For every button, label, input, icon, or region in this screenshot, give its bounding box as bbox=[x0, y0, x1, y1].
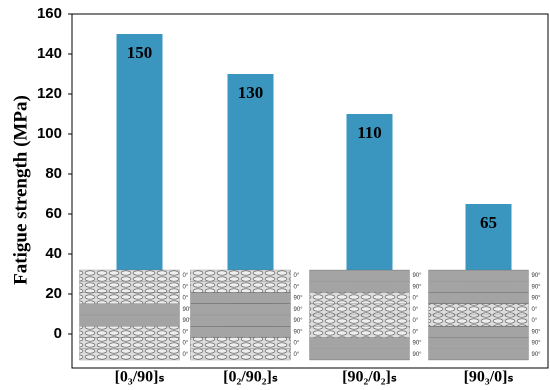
laminate-layer bbox=[190, 292, 291, 304]
layer-label: 0° bbox=[413, 307, 419, 313]
layer-label: 0° bbox=[413, 296, 419, 302]
layer-label: 90° bbox=[532, 329, 542, 335]
laminate-layer bbox=[428, 337, 529, 349]
layer-label: 90° bbox=[532, 284, 542, 290]
laminate-layer bbox=[309, 303, 410, 316]
layer-label: 0° bbox=[183, 329, 189, 335]
laminate-layer bbox=[428, 269, 529, 282]
laminate-layer bbox=[79, 269, 180, 282]
y-axis-label: Fatigue strength (MPa) bbox=[10, 95, 31, 285]
laminate-layer bbox=[190, 281, 291, 293]
layer-label: 0° bbox=[294, 273, 300, 279]
laminate-layer bbox=[79, 314, 180, 327]
plot-frame bbox=[71, 13, 549, 369]
x-tick-label: [0₃/90]ₛ bbox=[115, 369, 165, 386]
value-label: 130 bbox=[238, 83, 264, 102]
y-tick-label: 20 bbox=[45, 285, 62, 302]
laminate-layer bbox=[428, 303, 529, 316]
y-tick-label: 60 bbox=[45, 205, 62, 222]
layer-label: 0° bbox=[413, 318, 419, 324]
layer-label: 90° bbox=[413, 273, 423, 279]
laminate-layer bbox=[309, 348, 410, 361]
laminate-layer bbox=[309, 281, 410, 293]
layer-label: 90° bbox=[532, 341, 542, 347]
layer-label: 0° bbox=[294, 341, 300, 347]
laminate-layer bbox=[428, 326, 529, 338]
y-tick-label: 40 bbox=[45, 245, 62, 262]
laminate-layer bbox=[79, 337, 180, 349]
value-label: 110 bbox=[357, 123, 382, 142]
laminate-layer bbox=[428, 348, 529, 361]
layer-label: 0° bbox=[183, 352, 189, 358]
laminate-layer bbox=[428, 281, 529, 293]
layer-label: 90° bbox=[294, 307, 304, 313]
layer-label: 0° bbox=[532, 318, 538, 324]
laminate-layer bbox=[190, 303, 291, 316]
layer-label: 90° bbox=[294, 318, 304, 324]
layer-label: 0° bbox=[183, 341, 189, 347]
layer-label: 90° bbox=[294, 329, 304, 335]
laminate-layer bbox=[79, 303, 180, 316]
laminate-layer bbox=[79, 326, 180, 338]
laminate-layer bbox=[309, 326, 410, 338]
value-label: 150 bbox=[127, 43, 153, 62]
y-tick-label: 160 bbox=[37, 5, 62, 22]
layer-label: 0° bbox=[294, 352, 300, 358]
value-label: 65 bbox=[480, 213, 497, 232]
laminate-layer bbox=[190, 326, 291, 338]
layer-label: 90° bbox=[413, 284, 423, 290]
x-tick-label: [90₂/0₂]ₛ bbox=[342, 369, 397, 386]
layer-label: 90° bbox=[532, 296, 542, 302]
y-tick-label: 120 bbox=[37, 85, 62, 102]
laminate-layer bbox=[309, 314, 410, 327]
layer-label: 0° bbox=[183, 296, 189, 302]
laminate-layer bbox=[309, 292, 410, 304]
layer-label: 0° bbox=[413, 329, 419, 335]
layer-label: 90° bbox=[294, 296, 304, 302]
laminate-layer bbox=[428, 292, 529, 304]
laminate-layer bbox=[79, 292, 180, 304]
layer-label: 90° bbox=[183, 307, 193, 313]
y-tick-label: 140 bbox=[37, 45, 62, 62]
laminate-layer bbox=[79, 348, 180, 361]
laminate-layer bbox=[190, 314, 291, 327]
y-tick-label: 80 bbox=[45, 165, 62, 182]
x-tick-label: [0₂/90₂]ₛ bbox=[223, 369, 278, 386]
y-tick-label: 100 bbox=[37, 125, 62, 142]
laminate-layer bbox=[190, 337, 291, 349]
layer-label: 90° bbox=[413, 341, 423, 347]
layer-label: 0° bbox=[183, 273, 189, 279]
laminate-layer bbox=[190, 269, 291, 282]
x-tick-label: [90₃/0]ₛ bbox=[464, 369, 514, 386]
layer-label: 90° bbox=[183, 318, 193, 324]
layer-label: 0° bbox=[532, 307, 538, 313]
laminate-layer bbox=[79, 281, 180, 293]
laminate-layer bbox=[428, 314, 529, 327]
layer-label: 0° bbox=[183, 284, 189, 290]
laminate-layer bbox=[309, 337, 410, 349]
layer-label: 90° bbox=[532, 352, 542, 358]
y-tick-label: 0 bbox=[54, 325, 62, 342]
layer-label: 90° bbox=[532, 273, 542, 279]
layer-label: 0° bbox=[294, 284, 300, 290]
laminate-layer bbox=[190, 348, 291, 361]
laminate-layer bbox=[309, 269, 410, 282]
layer-label: 90° bbox=[413, 352, 423, 358]
